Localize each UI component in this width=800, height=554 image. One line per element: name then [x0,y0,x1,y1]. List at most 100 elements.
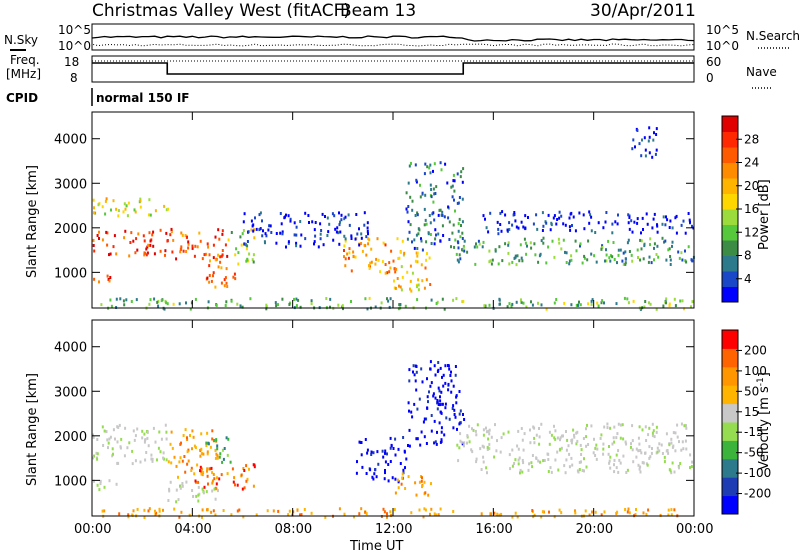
heatmap-cell [593,437,595,441]
heatmap-cell [575,431,578,435]
heatmap-cell [346,252,349,256]
heatmap-cell [396,478,399,482]
heatmap-cell [432,392,435,396]
heatmap-cell [395,267,398,271]
heatmap-cell [380,301,383,305]
heatmap-cell [676,435,679,439]
heatmap-cell [101,238,104,242]
heatmap-cell [303,508,306,511]
heatmap-cell [407,401,410,405]
heatmap-cell [179,486,182,490]
heatmap-cell [488,303,491,307]
heatmap-cell [157,304,160,308]
heatmap-cell [558,210,561,214]
heatmap-cell [115,252,118,256]
heatmap-cell [219,452,222,456]
heatmap-cell [480,468,483,471]
heatmap-cell [511,464,514,468]
heatmap-cell [635,455,638,459]
heatmap-cell [525,305,528,309]
heatmap-cell [688,218,691,222]
heatmap-cell [153,252,156,256]
heatmap-cell [680,251,683,255]
heatmap-cell [612,436,615,440]
heatmap-cell [343,249,345,252]
heatmap-cell [513,211,516,214]
heatmap-cell [414,163,417,167]
heatmap-cell [192,435,195,439]
heatmap-cell [441,375,443,379]
heatmap-cell [615,453,618,457]
heatmap-cell [360,507,363,511]
heatmap-cell [415,437,418,441]
heatmap-cell [124,207,127,211]
heatmap-cell [669,255,672,258]
heatmap-cell [338,223,341,227]
heatmap-cell [522,225,525,229]
heatmap-cell [665,215,667,219]
colorbar-segment [722,240,738,256]
heatmap-cell [149,239,152,243]
heatmap-cell [344,264,347,268]
heatmap-cell [568,225,571,229]
heatmap-cell [522,461,525,465]
heatmap-cell [269,224,272,228]
heatmap-cell [565,458,568,462]
heatmap-cell [384,460,387,464]
heatmap-cell [205,444,208,447]
heatmap-cell [674,304,677,308]
heatmap-cell [381,260,384,264]
heatmap-cell [433,218,436,222]
heatmap-cell [384,243,387,247]
heatmap-cell [415,493,418,497]
heatmap-cell [299,244,302,248]
heatmap-cell [583,254,586,258]
heatmap-cell [565,448,568,452]
heatmap-cell [331,212,334,216]
heatmap-cell [227,437,230,441]
heatmap-cell [459,439,462,443]
heatmap-cell [429,512,431,516]
heatmap-cell [605,248,607,252]
heatmap-cell [190,466,193,470]
heatmap-cell [436,407,439,411]
heatmap-cell [611,442,614,446]
heatmap-cell [440,402,443,406]
heatmap-cell [553,301,556,305]
heatmap-cell [426,165,429,169]
heatmap-cell [520,256,523,260]
heatmap-cell [223,284,226,288]
heatmap-cell [602,447,605,451]
heatmap-cell [149,243,152,247]
heatmap-cell [588,221,591,225]
heatmap-cell [225,436,228,440]
heatmap-cell [96,438,99,441]
heatmap-cell [416,285,418,289]
heatmap-cell [397,480,400,484]
colorbar-tick-label: 50 [744,384,759,398]
heatmap-cell [656,450,659,454]
colorbar-segment [722,458,738,478]
heatmap-cell [253,465,256,469]
heatmap-cell [579,244,581,248]
heatmap-cell [528,462,531,466]
heatmap-cell [253,236,256,240]
heatmap-cell [645,212,648,216]
colorbar-segment [722,193,738,210]
heatmap-cell [415,233,418,237]
heatmap-cell [179,484,181,488]
heatmap-cell [344,237,347,241]
heatmap-cell [295,297,298,301]
heatmap-cell [130,231,133,235]
heatmap-cell [482,428,485,432]
heatmap-cell [166,239,169,243]
velocity-heatmap-cells [92,360,694,519]
heatmap-cell [532,425,535,429]
heatmap-cell [418,480,421,484]
heatmap-cell [194,297,197,301]
heatmap-cell [603,425,606,429]
heatmap-cell [453,245,456,249]
heatmap-cell [587,302,590,306]
heatmap-cell [375,257,378,261]
heatmap-cell [617,470,620,474]
